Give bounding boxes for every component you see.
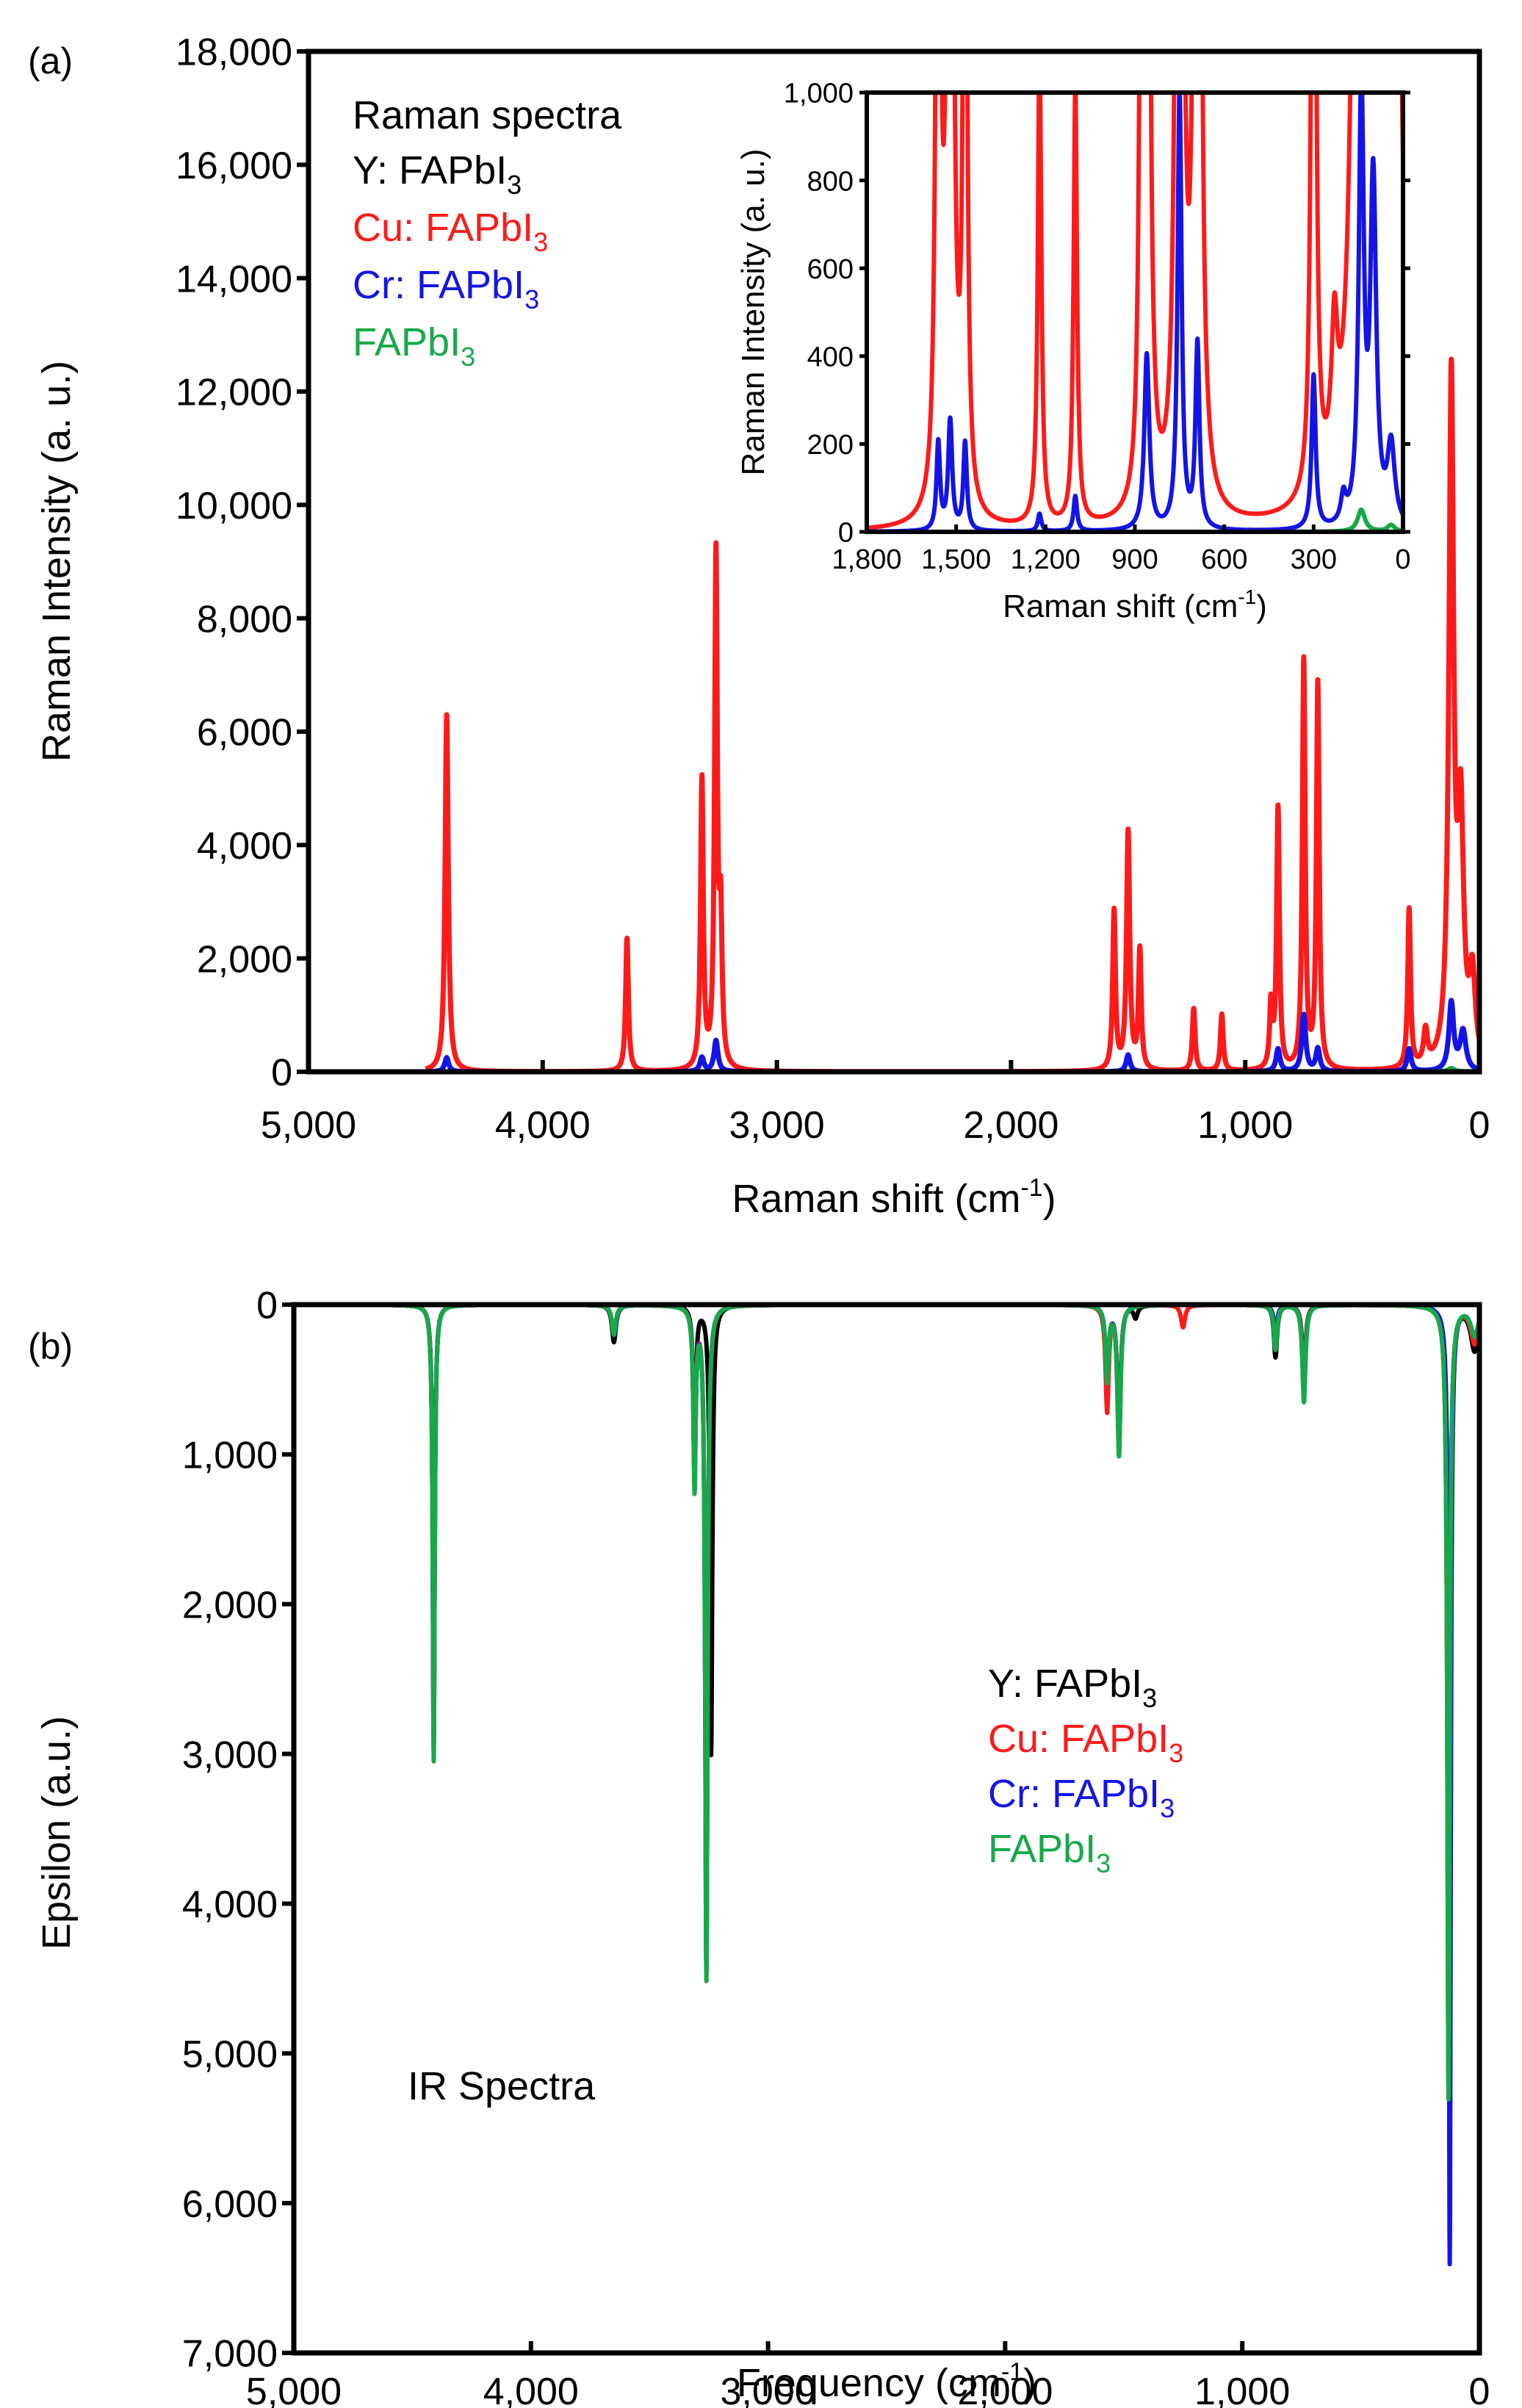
panel-b-x-axis-label: Frequency (cm-1) xyxy=(737,2358,1036,2405)
panel-b-y-tick-label: 5,000 xyxy=(182,2033,278,2076)
panel-b-title: IR Spectra xyxy=(408,2064,596,2108)
inset-x-ticks: 1,800 1,500 1,200 900 600 300 0 xyxy=(832,525,1411,575)
panel-b-legend-fapbi3: FAPbI3 xyxy=(988,1827,1111,1878)
inset-y-axis-label: Raman Intensity (a. u.) xyxy=(735,148,771,475)
panel-a-x-tick-label: 0 xyxy=(1469,1104,1490,1147)
inset-x-axis-label: Raman shift (cm-1) xyxy=(1003,585,1267,624)
panel-b-label: (b) xyxy=(28,1326,73,1367)
panel-b-y-tick-label: 3,000 xyxy=(182,1734,278,1776)
panel-a-x-axis-label: Raman shift (cm-1) xyxy=(732,1174,1056,1221)
panel-a-inset: 1,800 1,500 1,200 900 600 300 0 0 200 400 600 800 1… xyxy=(735,79,1411,624)
inset-x-tick-label: 600 xyxy=(1201,544,1247,575)
panel-a-x-tick-label: 4,000 xyxy=(495,1104,591,1147)
panel-a-y-axis-label: Raman Intensity (a. u.) xyxy=(35,361,79,762)
panel-a-y-tick-label: 2,000 xyxy=(197,938,292,981)
inset-x-tick-label: 1,800 xyxy=(832,544,901,575)
panel-a-legend-cr: Cr: FAPbI3 xyxy=(353,263,539,314)
panel-b-y-tick-label: 0 xyxy=(256,1285,278,1327)
inset-y-tick-label: 600 xyxy=(807,254,854,285)
panel-b-series-line-2 xyxy=(294,1305,1479,2267)
inset-x-tick-label: 1,500 xyxy=(921,544,991,575)
panel-a-label: (a) xyxy=(28,40,73,82)
panel-a-x-tick-label: 1,000 xyxy=(1197,1104,1293,1147)
panel-a-y-ticks: 0 2,000 4,000 6,000 8,000 10,000 12,000 14,000 1… xyxy=(176,32,309,1095)
inset-y-tick-label: 400 xyxy=(807,342,854,372)
panel-b-x-tick-label: 0 xyxy=(1469,2371,1490,2408)
panel-a-y-tick-label: 12,000 xyxy=(176,372,292,414)
panel-a-series-line-2 xyxy=(423,998,1479,1072)
panel-b-x-tick-label: 4,000 xyxy=(483,2371,579,2408)
inset-series xyxy=(867,93,1403,532)
inset-series-line-0 xyxy=(867,93,1403,530)
panel-a-y-tick-label: 4,000 xyxy=(197,825,292,868)
panel-b-x-tick-label: 5,000 xyxy=(246,2371,342,2408)
panel-a-y-tick-label: 8,000 xyxy=(197,598,292,641)
panel-a-y-tick-label: 0 xyxy=(271,1052,292,1095)
panel-b-legend-y: Y: FAPbI3 xyxy=(988,1662,1157,1713)
panel-a-legend-title: Raman spectra xyxy=(353,93,622,137)
inset-x-tick-label: 1,200 xyxy=(1011,544,1081,575)
inset-y-tick-label: 0 xyxy=(838,518,854,549)
panel-a-legend-cu: Cu: FAPbI3 xyxy=(353,206,548,257)
inset-x-tick-label: 900 xyxy=(1111,544,1158,575)
panel-a-x-tick-label: 3,000 xyxy=(729,1104,825,1147)
panel-a-x-tick-label: 5,000 xyxy=(261,1104,356,1147)
inset-y-ticks: 0 200 400 600 800 1,000 xyxy=(784,79,1410,549)
panel-b-y-tick-label: 2,000 xyxy=(182,1584,278,1626)
inset-series-line-1 xyxy=(867,93,1403,532)
panel-a-y-tick-label: 6,000 xyxy=(197,712,292,754)
panel-a-y-tick-label: 18,000 xyxy=(176,32,292,74)
panel-b-axes-frame xyxy=(291,1302,1482,2356)
panel-b-y-axis-label: Epsilon (a.u.) xyxy=(35,1716,79,1950)
panel-b-series-line-3 xyxy=(294,1305,1479,2102)
panel-a-legend-fapbi3: FAPbI3 xyxy=(353,320,475,372)
panel-b-x-ticks: 5,000 4,000 3,000 2,000 1,000 0 xyxy=(246,2341,1490,2408)
panel-b-y-ticks: 0 1,000 2,000 3,000 4,000 5,000 6,000 7,000 xyxy=(182,1285,294,2376)
panel-b: (b) 5,000 4,000 3,000 2,000 1,000 0 0 1,000 2,0… xyxy=(28,1285,1490,2408)
panel-b-y-tick-label: 1,000 xyxy=(182,1435,278,1477)
panel-b-y-tick-label: 4,000 xyxy=(182,1883,278,1926)
inset-y-tick-label: 800 xyxy=(807,166,854,197)
panel-b-y-tick-label: 6,000 xyxy=(182,2183,278,2226)
panel-b-x-tick-label: 1,000 xyxy=(1194,2371,1290,2408)
panel-a-x-tick-label: 2,000 xyxy=(963,1104,1058,1147)
panel-a-x-ticks: 5,000 4,000 3,000 2,000 1,000 0 xyxy=(261,1060,1490,1147)
panel-a-y-tick-label: 14,000 xyxy=(176,258,292,300)
panel-b-x-tick-label: 2,000 xyxy=(957,2371,1053,2408)
inset-y-tick-label: 200 xyxy=(807,430,854,461)
panel-a: (a) 5,000 4,000 3,000 2,000 1,000 0 0 2,000 4,0… xyxy=(28,32,1490,1221)
panel-b-legend: Y: FAPbI3 Cu: FAPbI3 Cr: FAPbI3 FAPbI3 xyxy=(988,1662,1183,1878)
inset-y-tick-label: 1,000 xyxy=(784,79,854,109)
panel-b-y-tick-label: 7,000 xyxy=(182,2333,278,2376)
panel-b-series-line-1 xyxy=(294,1305,1479,2087)
panel-a-y-tick-label: 10,000 xyxy=(176,485,292,527)
panel-b-x-tick-label: 3,000 xyxy=(721,2371,816,2408)
panel-b-series xyxy=(294,1305,1479,2267)
inset-x-tick-label: 300 xyxy=(1291,544,1337,575)
panel-a-legend-y: Y: FAPbI3 xyxy=(353,148,522,200)
panel-b-series-line-0 xyxy=(294,1305,1479,2088)
panel-b-legend-cu: Cu: FAPbI3 xyxy=(988,1717,1183,1768)
panel-b-legend-cr: Cr: FAPbI3 xyxy=(988,1772,1175,1823)
inset-x-tick-label: 0 xyxy=(1395,544,1410,575)
panel-a-legend: Raman spectra Y: FAPbI3 Cu: FAPbI3 Cr: F… xyxy=(353,93,622,372)
panel-a-y-tick-label: 16,000 xyxy=(176,145,292,187)
panel-a-axes-frame xyxy=(306,48,1482,1075)
